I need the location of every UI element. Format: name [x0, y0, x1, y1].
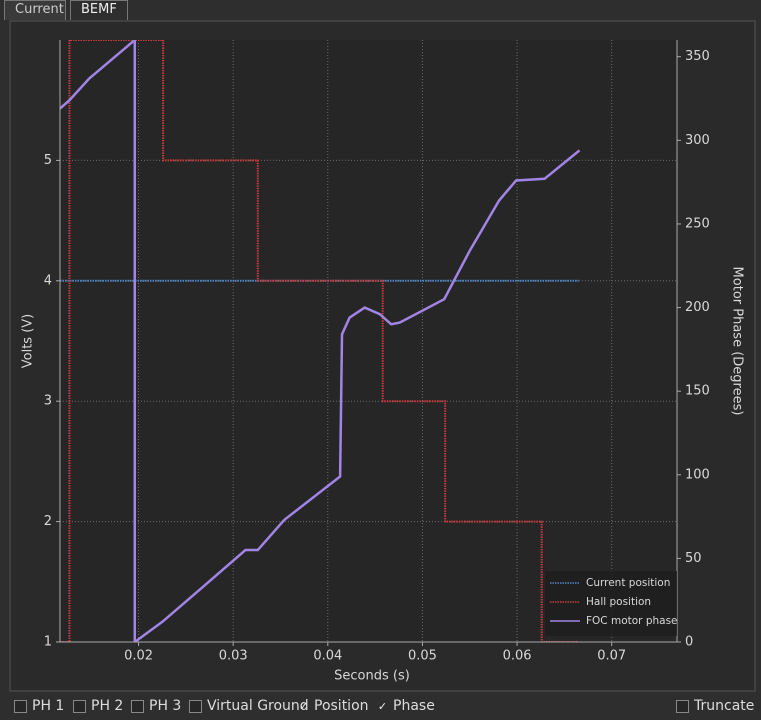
y2-tick-label: 0 [685, 635, 693, 650]
checkbox-label: Truncate [694, 698, 755, 714]
checkbox-label: Virtual Ground [207, 698, 309, 714]
y-tick-label: 2 [44, 514, 52, 529]
checkbox[interactable]: ✓ Phase [377, 698, 435, 714]
series-line [60, 40, 579, 642]
checkbox-box[interactable] [14, 699, 27, 713]
checkbox-label: Phase [393, 698, 435, 714]
checkbox-label: Position [314, 698, 369, 714]
legend-label: FOC motor phase [586, 615, 678, 627]
checkbox-box[interactable] [189, 699, 202, 713]
y-axis-label: Volts (V) [21, 314, 36, 369]
tab[interactable]: Current [4, 0, 66, 20]
legend-label: Current position [586, 577, 670, 589]
plot-area [60, 40, 677, 642]
y2-axis-label: Motor Phase (Degrees) [730, 267, 745, 416]
y2-tick-label: 50 [685, 551, 702, 566]
control-bar: PH 1 PH 2 PH 3 Virtual Ground ✓ Position ✓ Phas… [0, 694, 761, 718]
legend-box [545, 571, 677, 636]
checkbox[interactable]: ✓ Position [298, 698, 369, 714]
tab[interactable]: BEMF [70, 0, 128, 20]
y-tick-label: 3 [44, 394, 52, 409]
checkbox-label: PH 1 [32, 698, 65, 714]
y2-tick-label: 250 [685, 216, 710, 231]
x-tick-label: 0.03 [219, 649, 248, 664]
checkbox-box[interactable]: ✓ [377, 699, 388, 713]
y-tick-label: 5 [44, 153, 52, 168]
checkbox[interactable]: Truncate [676, 698, 754, 714]
checkbox-label: PH 3 [149, 698, 182, 714]
checkbox-box[interactable] [131, 699, 144, 713]
checkbox[interactable]: PH 2 [73, 698, 123, 714]
checkbox-label: PH 2 [91, 698, 124, 714]
y2-tick-label: 200 [685, 300, 710, 315]
legend-label: Hall position [586, 596, 651, 608]
x-tick-label: 0.02 [124, 649, 153, 664]
chart: 0.02 0.03 0.04 0.05 0.06 0.071234505010015020… [9, 20, 756, 692]
x-tick-label: 0.04 [313, 649, 342, 664]
y-tick-label: 1 [44, 635, 52, 650]
series-line [60, 40, 581, 642]
checkbox[interactable]: Virtual Ground [189, 698, 309, 714]
x-tick-label: 0.07 [597, 649, 626, 664]
x-tick-label: 0.05 [408, 649, 437, 664]
checkbox[interactable]: PH 3 [131, 698, 181, 714]
y2-tick-label: 150 [685, 384, 710, 399]
checkbox[interactable]: PH 1 [14, 698, 64, 714]
checkbox-box[interactable] [73, 699, 86, 713]
y-tick-label: 4 [44, 273, 52, 288]
x-axis-label: Seconds (s) [334, 669, 410, 684]
checkbox-box[interactable]: ✓ [298, 699, 309, 713]
y2-tick-label: 350 [685, 49, 710, 64]
x-tick-label: 0.06 [503, 649, 532, 664]
y2-tick-label: 100 [685, 467, 710, 482]
y2-tick-label: 300 [685, 133, 710, 148]
checkbox-box[interactable] [676, 699, 689, 713]
